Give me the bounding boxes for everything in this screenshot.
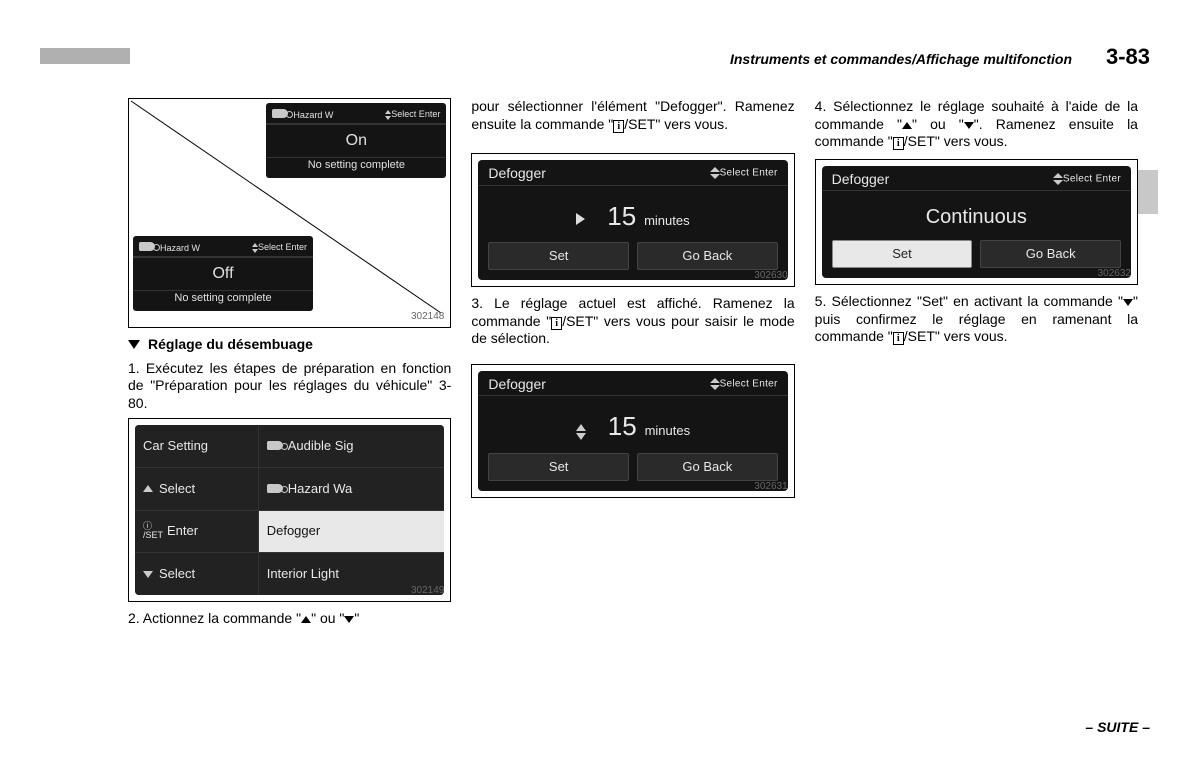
screen4-value: 15 xyxy=(608,411,637,441)
menu-left-select-up: Select xyxy=(135,468,258,511)
column-2: pour sélectionner l'élément "Defogger". … xyxy=(471,98,794,634)
screen3-back-button: Go Back xyxy=(637,242,778,270)
figure-defogger-continuous: Defogger Select Enter Continuous Set Go … xyxy=(815,159,1138,286)
screen-defogger-15-select: Defogger Select Enter 15 minutes Set Go … xyxy=(478,371,787,491)
screen3-set-button: Set xyxy=(488,242,629,270)
screen5-back-button: Go Back xyxy=(980,240,1121,268)
menu-left-enter: ⓘ/SETEnter xyxy=(135,511,258,554)
col2-intro: pour sélectionner l'élément "Defogger". … xyxy=(471,98,794,133)
info-box-icon: i xyxy=(893,137,904,150)
screen4-set-button: Set xyxy=(488,453,629,481)
screen3-unit: minutes xyxy=(644,213,690,228)
diagonal-line xyxy=(129,99,450,327)
margin-bar-left xyxy=(40,48,130,64)
key-icon xyxy=(267,484,283,493)
menu-right-audible: Audible Sig xyxy=(259,425,445,468)
info-box-icon: i xyxy=(893,332,904,345)
screen5-set-button-selected: Set xyxy=(832,240,973,268)
fig3-id: 302630 xyxy=(754,270,787,283)
screen-defogger-continuous: Defogger Select Enter Continuous Set Go … xyxy=(822,166,1131,279)
section-title: Réglage du désembuage xyxy=(128,336,451,354)
column-1: Hazard W Select Enter On No setting comp… xyxy=(128,98,451,634)
step-3: 3. Le réglage actuel est affiché. Ramene… xyxy=(471,295,794,348)
triangle-down-icon xyxy=(1123,299,1133,306)
screen3-value: 15 xyxy=(607,201,636,231)
screen-defogger-15-view: Defogger Select Enter 15 minutes Set Go … xyxy=(478,160,787,280)
triangle-up-icon xyxy=(301,616,311,623)
screen4-title: Defogger xyxy=(488,376,546,394)
content-columns: Hazard W Select Enter On No setting comp… xyxy=(128,98,1138,634)
menu-right-col: Audible Sig Hazard Wa Defogger Interior … xyxy=(259,425,445,595)
figure-menu: Car Setting Select ⓘ/SETEnter Select Aud… xyxy=(128,418,451,602)
fig2-id: 302149 xyxy=(411,585,444,598)
page-header: Instruments et commandes/Affichage multi… xyxy=(730,51,1072,67)
screen4-unit: minutes xyxy=(645,423,691,438)
screen3-nav: Select Enter xyxy=(710,167,778,180)
key-icon xyxy=(267,441,283,450)
fig1-id: 302148 xyxy=(411,311,444,324)
info-box-icon: i xyxy=(613,120,624,133)
triangle-up-icon xyxy=(902,122,912,129)
screen4-nav: Select Enter xyxy=(710,378,778,391)
fig5-id: 302632 xyxy=(1098,268,1131,281)
step-4: 4. Sélectionnez le réglage souhaité à l'… xyxy=(815,98,1138,151)
page-number: 3-83 xyxy=(1106,44,1150,70)
figure-hazard-split: Hazard W Select Enter On No setting comp… xyxy=(128,98,451,328)
menu-right-defogger-selected: Defogger xyxy=(259,511,445,554)
figure-defogger-select: Defogger Select Enter 15 minutes Set Go … xyxy=(471,364,794,498)
suite-label: – SUITE – xyxy=(1085,719,1150,735)
screen3-title: Defogger xyxy=(488,165,546,183)
info-box-icon: i xyxy=(551,317,562,330)
column-3: 4. Sélectionnez le réglage souhaité à l'… xyxy=(815,98,1138,634)
up-down-icon xyxy=(576,424,586,440)
menu-right-hazard: Hazard Wa xyxy=(259,468,445,511)
triangle-down-icon xyxy=(964,122,974,129)
fig4-id: 302631 xyxy=(754,481,787,494)
screen4-back-button: Go Back xyxy=(637,453,778,481)
step-1: 1. Exécutez les étapes de préparation en… xyxy=(128,360,451,413)
menu-left-select-down: Select xyxy=(135,553,258,595)
menu-left-car-setting: Car Setting xyxy=(135,425,258,468)
screen5-nav: Select Enter xyxy=(1053,173,1121,186)
section-marker-icon xyxy=(128,340,140,349)
screen5-title: Defogger xyxy=(832,171,890,189)
step-2: 2. Actionnez la commande "" ou "" xyxy=(128,610,451,628)
menu-left-col: Car Setting Select ⓘ/SETEnter Select xyxy=(135,425,259,595)
triangle-up-icon xyxy=(143,485,153,492)
menu-screen: Car Setting Select ⓘ/SETEnter Select Aud… xyxy=(135,425,444,595)
figure-defogger-view: Defogger Select Enter 15 minutes Set Go … xyxy=(471,153,794,287)
triangle-right-icon xyxy=(576,213,585,225)
screen5-value: Continuous xyxy=(926,206,1027,228)
triangle-down-icon xyxy=(344,616,354,623)
step-5: 5. Sélectionnez "Set" en activant la com… xyxy=(815,293,1138,346)
triangle-down-icon xyxy=(143,571,153,578)
